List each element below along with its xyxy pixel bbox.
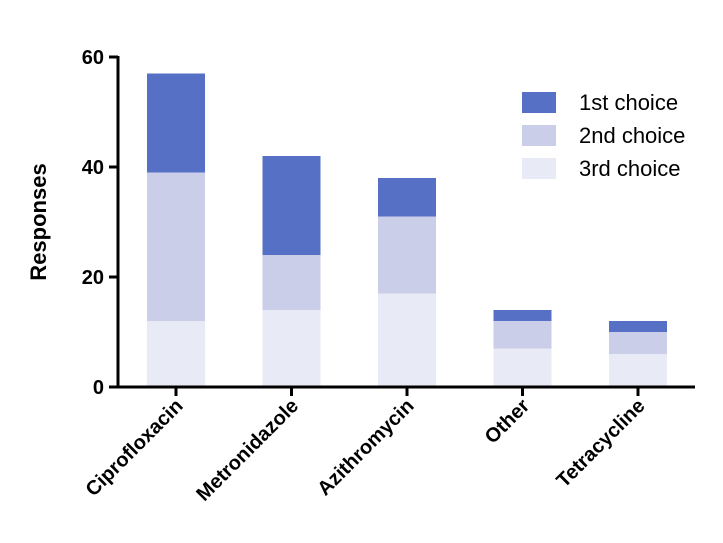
y-tick-label: 60: [82, 47, 104, 69]
bar-tetracycline-3rd-choice: [609, 354, 667, 387]
bar-ciprofloxacin-3rd-choice: [147, 321, 205, 387]
legend-swatch-2nd-choice: [522, 125, 556, 146]
legend-label: 2nd choice: [579, 123, 685, 148]
bar-metronidazole-2nd-choice: [262, 255, 321, 310]
category-label-other: Other: [481, 395, 534, 448]
category-label-azithromycin: Azithromycin: [313, 395, 418, 500]
bar-azithromycin-3rd-choice: [378, 293, 436, 387]
legend-swatch-1st-choice: [522, 92, 556, 113]
legend-label: 3rd choice: [579, 156, 681, 181]
category-label-tetracycline: Tetracycline: [552, 395, 649, 492]
bar-other-2nd-choice: [493, 321, 552, 349]
bar-azithromycin-2nd-choice: [378, 216, 436, 294]
bar-ciprofloxacin-2nd-choice: [147, 172, 205, 321]
category-labels-group: Ciprofloxacin Metronidazole Azithromycin Ot…: [82, 387, 650, 506]
bar-tetracycline-2nd-choice: [609, 332, 667, 354]
legend: 1st choice 2nd choice 3rd choice: [522, 90, 685, 181]
bar-other-3rd-choice: [493, 348, 552, 387]
y-tick-label: 40: [82, 157, 104, 179]
category-label-ciprofloxacin: Ciprofloxacin: [82, 395, 188, 501]
bar-other-1st-choice: [493, 310, 552, 321]
bar-tetracycline-1st-choice: [609, 321, 667, 332]
bar-metronidazole-1st-choice: [262, 156, 321, 255]
bars-group: [147, 73, 667, 387]
y-tick-label: 0: [93, 377, 104, 399]
bar-azithromycin-1st-choice: [378, 178, 436, 217]
bar-metronidazole-3rd-choice: [262, 310, 321, 387]
legend-label: 1st choice: [579, 90, 678, 115]
bar-ciprofloxacin-1st-choice: [147, 73, 205, 173]
legend-swatch-3rd-choice: [522, 158, 556, 179]
y-axis-title: Responses: [26, 163, 51, 280]
y-ticks-group: 0 20 40 60: [82, 47, 118, 399]
y-tick-label: 20: [82, 267, 104, 289]
category-label-metronidazole: Metronidazole: [192, 395, 303, 506]
